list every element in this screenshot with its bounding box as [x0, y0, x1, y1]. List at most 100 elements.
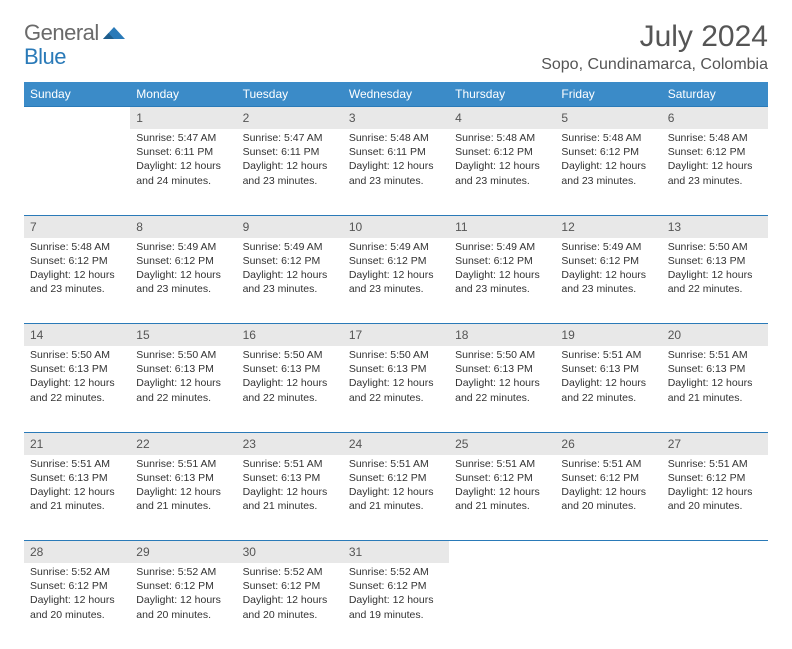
- day-cell: Sunrise: 5:51 AMSunset: 6:13 PMDaylight:…: [130, 455, 236, 541]
- day-sr: Sunrise: 5:52 AM: [349, 565, 443, 579]
- day-ss: Sunset: 6:12 PM: [561, 254, 655, 268]
- day-number: 20: [668, 328, 681, 342]
- day-dl1: Daylight: 12 hours: [455, 376, 549, 390]
- day-number: 24: [349, 437, 362, 451]
- day-cell: Sunrise: 5:52 AMSunset: 6:12 PMDaylight:…: [130, 563, 236, 649]
- day-dl2: and 23 minutes.: [30, 282, 124, 296]
- day-dl1: Daylight: 12 hours: [136, 268, 230, 282]
- day-sr: Sunrise: 5:52 AM: [30, 565, 124, 579]
- day-cell: Sunrise: 5:48 AMSunset: 6:12 PMDaylight:…: [555, 129, 661, 215]
- day-dl2: and 22 minutes.: [455, 391, 549, 405]
- day-sr: Sunrise: 5:49 AM: [243, 240, 337, 254]
- day-dl2: and 21 minutes.: [136, 499, 230, 513]
- day-dl1: Daylight: 12 hours: [30, 593, 124, 607]
- day-cell: Sunrise: 5:51 AMSunset: 6:13 PMDaylight:…: [24, 455, 130, 541]
- day-number: 21: [30, 437, 43, 451]
- day-dl2: and 20 minutes.: [561, 499, 655, 513]
- day-ss: Sunset: 6:13 PM: [30, 362, 124, 376]
- day-number: 15: [136, 328, 149, 342]
- day-sr: Sunrise: 5:51 AM: [136, 457, 230, 471]
- daynum-cell: 10: [343, 215, 449, 238]
- day-number: 16: [243, 328, 256, 342]
- day-cell: Sunrise: 5:48 AMSunset: 6:12 PMDaylight:…: [662, 129, 768, 215]
- day-ss: Sunset: 6:13 PM: [349, 362, 443, 376]
- day-number: 29: [136, 545, 149, 559]
- content-row: Sunrise: 5:51 AM Sunset: 6:13 PM Daylight:…: [24, 455, 768, 541]
- day-cell: Sunrise: 5:48 AMSunset: 6:12 PMDaylight:…: [24, 238, 130, 324]
- day-ss: Sunset: 6:12 PM: [455, 471, 549, 485]
- daynum-cell: 17: [343, 324, 449, 347]
- day-sr: Sunrise: 5:51 AM: [455, 457, 549, 471]
- day-sr: Sunrise: 5:48 AM: [349, 131, 443, 145]
- day-ss: Sunset: 6:12 PM: [30, 579, 124, 593]
- daynum-cell: 18: [449, 324, 555, 347]
- content-row: Sunrise: 5:50 AMSunset: 6:13 PMDaylight:…: [24, 346, 768, 432]
- daynum-cell: 30: [237, 541, 343, 564]
- day-ss: Sunset: 6:12 PM: [136, 579, 230, 593]
- day-number: 2: [243, 111, 250, 125]
- daynum-cell: 22: [130, 432, 236, 455]
- day-dl1: Daylight: 12 hours: [561, 485, 655, 499]
- day-cell: Sunrise: 5:51 AMSunset: 6:12 PMDaylight:…: [555, 455, 661, 541]
- daynum-cell: 28: [24, 541, 130, 564]
- day-sr: Sunrise: 5:52 AM: [243, 565, 337, 579]
- daynum-cell: 21: [24, 432, 130, 455]
- day-number: 3: [349, 111, 356, 125]
- day-ss: Sunset: 6:12 PM: [561, 471, 655, 485]
- day-number: 10: [349, 220, 362, 234]
- day-cell: Sunrise: 5:49 AMSunset: 6:12 PMDaylight:…: [449, 238, 555, 324]
- day-ss: Sunset: 6:11 PM: [243, 145, 337, 159]
- day-ss: Sunset: 6:13 PM: [243, 362, 337, 376]
- daynum-cell: 8: [130, 215, 236, 238]
- daynum-cell: 24: [343, 432, 449, 455]
- day-dl2: and 20 minutes.: [243, 608, 337, 622]
- daynum-cell: 6: [662, 107, 768, 130]
- weekday-header: Wednesday: [343, 82, 449, 107]
- day-sr: Sunrise: 5:48 AM: [668, 131, 762, 145]
- day-sr: Sunrise: 5:50 AM: [136, 348, 230, 362]
- daynum-cell: 11: [449, 215, 555, 238]
- daynum-cell: 2: [237, 107, 343, 130]
- daynum-cell: 26: [555, 432, 661, 455]
- day-sr: Sunrise: 5:49 AM: [561, 240, 655, 254]
- day-dl1: Daylight: 12 hours: [349, 376, 443, 390]
- day-cell: Sunrise: 5:52 AMSunset: 6:12 PMDaylight:…: [343, 563, 449, 649]
- day-cell: Sunrise: 5:51 AMSunset: 6:13 PMDaylight:…: [555, 346, 661, 432]
- day-cell: Sunrise: 5:47 AMSunset: 6:11 PMDaylight:…: [237, 129, 343, 215]
- day-sr: Sunrise: 5:50 AM: [243, 348, 337, 362]
- day-number: 5: [561, 111, 568, 125]
- day-number: 22: [136, 437, 149, 451]
- day-dl2: and 23 minutes.: [243, 282, 337, 296]
- day-dl2: and 23 minutes.: [243, 174, 337, 188]
- day-ss: Sunset: 6:12 PM: [349, 471, 443, 485]
- day-cell: Sunrise: 5:48 AMSunset: 6:11 PMDaylight:…: [343, 129, 449, 215]
- day-ss: Sunset: 6:13 PM: [30, 471, 124, 485]
- day-dl1: Daylight: 12 hours: [349, 268, 443, 282]
- calendar: Sunday Monday Tuesday Wednesday Thursday…: [24, 82, 768, 649]
- day-sr: Sunrise: 5:47 AM: [243, 131, 337, 145]
- daynum-cell: 23: [237, 432, 343, 455]
- day-dl2: and 21 minutes.: [455, 499, 549, 513]
- day-dl2: and 20 minutes.: [668, 499, 762, 513]
- day-cell: Sunrise: 5:49 AMSunset: 6:12 PMDaylight:…: [343, 238, 449, 324]
- day-cell: Sunrise: 5:49 AMSunset: 6:12 PMDaylight:…: [237, 238, 343, 324]
- day-dl2: and 21 minutes.: [668, 391, 762, 405]
- day-ss: Sunset: 6:13 PM: [455, 362, 549, 376]
- day-dl2: and 22 minutes.: [349, 391, 443, 405]
- day-number: 31: [349, 545, 362, 559]
- day-cell: Sunrise: 5:50 AMSunset: 6:13 PMDaylight:…: [237, 346, 343, 432]
- day-cell: Sunrise: 5:50 AMSunset: 6:13 PMDaylight:…: [24, 346, 130, 432]
- day-dl2: and 23 minutes.: [136, 282, 230, 296]
- daynum-cell: 4: [449, 107, 555, 130]
- day-sr: Sunrise: 5:50 AM: [455, 348, 549, 362]
- logo-text-general: General: [24, 20, 99, 46]
- day-dl1: Daylight: 12 hours: [349, 485, 443, 499]
- header: General July 2024 Sopo, Cundinamarca, Co…: [24, 20, 768, 74]
- day-ss: Sunset: 6:12 PM: [668, 145, 762, 159]
- day-sr: Sunrise: 5:49 AM: [136, 240, 230, 254]
- day-dl1: Daylight: 12 hours: [668, 376, 762, 390]
- day-ss: Sunset: 6:13 PM: [136, 362, 230, 376]
- logo-blue-row: Blue: [24, 44, 66, 70]
- weekday-header: Tuesday: [237, 82, 343, 107]
- day-number: 4: [455, 111, 462, 125]
